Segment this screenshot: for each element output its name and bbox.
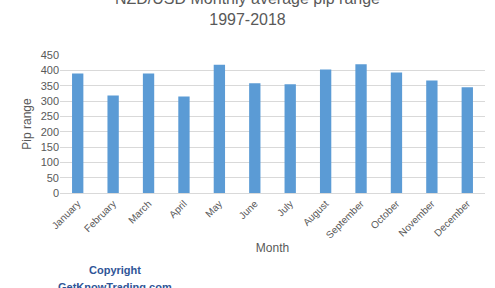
svg-text:50: 50 (47, 172, 59, 184)
svg-text:September: September (324, 198, 367, 241)
svg-text:350: 350 (41, 80, 59, 92)
svg-text:200: 200 (41, 126, 59, 138)
svg-text:June: June (237, 198, 260, 221)
svg-text:100: 100 (41, 156, 59, 168)
svg-text:250: 250 (41, 110, 59, 122)
svg-text:December: December (432, 198, 473, 239)
svg-text:300: 300 (41, 95, 59, 107)
svg-text:400: 400 (41, 64, 59, 76)
svg-text:0: 0 (53, 187, 59, 199)
svg-text:Month: Month (256, 241, 289, 255)
svg-text:450: 450 (41, 49, 59, 61)
svg-text:Pip range: Pip range (20, 98, 34, 150)
svg-text:January: January (50, 198, 83, 231)
svg-text:March: March (126, 198, 153, 225)
svg-text:November: November (396, 198, 437, 239)
svg-text:February: February (82, 198, 118, 234)
svg-text:July: July (275, 198, 295, 218)
svg-text:May: May (203, 198, 224, 219)
svg-text:August: August (301, 198, 331, 228)
svg-text:NZD/USD Monthly average pip ra: NZD/USD Monthly average pip range1997-20… (115, 0, 380, 28)
svg-text:150: 150 (41, 141, 59, 153)
svg-text:GetKnowTrading.com: GetKnowTrading.com (58, 281, 172, 288)
svg-text:April: April (167, 198, 189, 220)
svg-text:Copyright: Copyright (89, 264, 141, 276)
svg-text:October: October (368, 198, 401, 231)
